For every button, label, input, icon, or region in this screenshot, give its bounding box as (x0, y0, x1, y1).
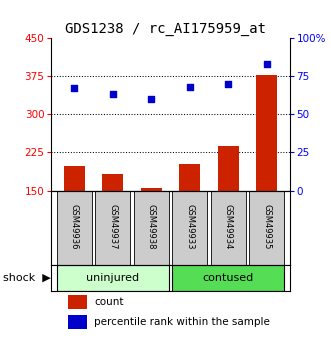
Bar (172, 190, 207, 265)
Point (225, 81, 231, 87)
Bar (256, 75, 277, 190)
Text: GSM49933: GSM49933 (185, 204, 194, 249)
Bar (249, 190, 284, 265)
Text: count: count (94, 297, 124, 307)
Bar (141, 188, 162, 190)
Point (264, 61, 269, 67)
Bar (64, 166, 85, 190)
Bar (179, 164, 200, 190)
Bar (211, 190, 246, 265)
Bar (102, 174, 123, 190)
Text: uninjured: uninjured (86, 273, 139, 283)
Point (149, 96, 154, 102)
Text: GDS1238 / rc_AI175959_at: GDS1238 / rc_AI175959_at (65, 22, 266, 37)
Bar (57, 265, 169, 290)
Text: GSM49938: GSM49938 (147, 204, 156, 249)
Text: GSM49935: GSM49935 (262, 204, 271, 249)
Text: percentile rank within the sample: percentile rank within the sample (94, 317, 270, 327)
Point (110, 92, 116, 97)
Bar (68, 315, 87, 329)
Text: GSM49936: GSM49936 (70, 204, 79, 249)
Bar (57, 190, 92, 265)
Bar (172, 265, 284, 290)
Bar (95, 190, 130, 265)
Point (72, 86, 77, 91)
Bar (134, 190, 169, 265)
Bar (217, 146, 239, 190)
Text: contused: contused (203, 273, 254, 283)
Point (187, 84, 192, 90)
Bar (68, 295, 87, 309)
Text: shock  ▶: shock ▶ (3, 273, 51, 283)
Text: GSM49934: GSM49934 (224, 204, 233, 249)
Text: GSM49937: GSM49937 (108, 204, 117, 249)
